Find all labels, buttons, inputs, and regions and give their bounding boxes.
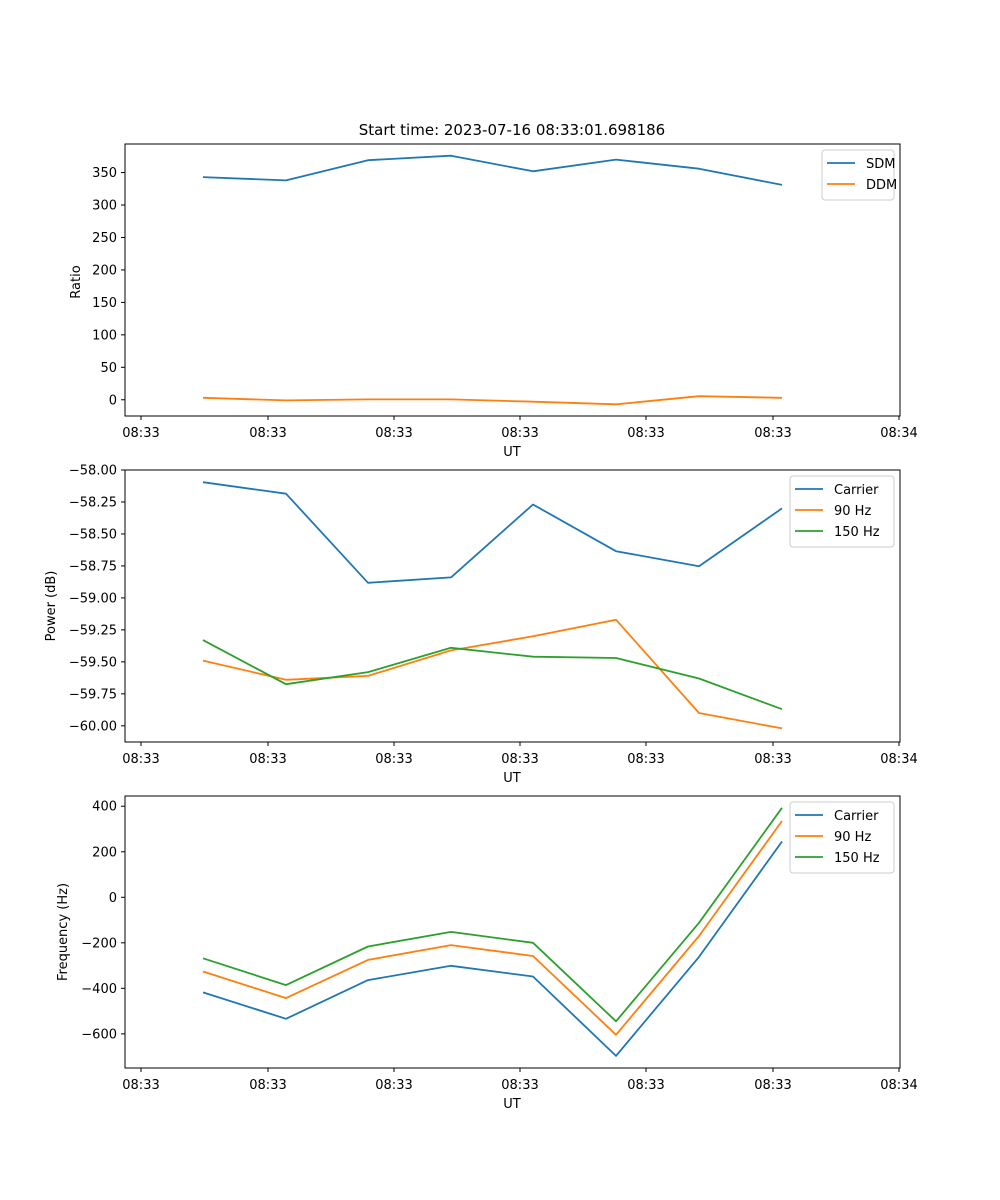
x-tick-label: 08:33 bbox=[122, 426, 159, 441]
axes-frame bbox=[124, 143, 901, 417]
legend-label: 150 Hz bbox=[834, 525, 880, 540]
y-tick-label: −59.50 bbox=[69, 655, 117, 670]
y-tick-label: 0 bbox=[109, 393, 117, 408]
series-line-carrier bbox=[202, 840, 783, 1057]
x-tick-label: 08:33 bbox=[249, 752, 286, 767]
series-line-150-hz bbox=[202, 807, 783, 1023]
y-tick-label: −60.00 bbox=[69, 719, 117, 734]
y-tick-label: 0 bbox=[109, 891, 117, 906]
legend-box bbox=[789, 801, 895, 874]
y-tick-label: −400 bbox=[81, 982, 117, 997]
x-tick-label: 08:34 bbox=[880, 752, 917, 767]
x-tick-label: 08:33 bbox=[122, 752, 159, 767]
x-tick-label: 08:33 bbox=[375, 1078, 412, 1093]
y-tick-label: −58.25 bbox=[69, 495, 117, 510]
x-axis-label: UT bbox=[503, 1097, 521, 1112]
chart-title: Start time: 2023-07-16 08:33:01.698186 bbox=[359, 121, 665, 139]
frequency-panel: UT Frequency (Hz) 08:33 08:33 08:33 08:33 08… bbox=[56, 795, 918, 1112]
x-tick-label: 08:33 bbox=[375, 752, 412, 767]
y-tick-label: −59.75 bbox=[69, 687, 117, 702]
x-tick-label: 08:34 bbox=[880, 426, 917, 441]
x-tick-label: 08:34 bbox=[880, 1078, 917, 1093]
x-tick-label: 08:33 bbox=[627, 752, 664, 767]
y-tick-label: 350 bbox=[92, 166, 117, 181]
y-tick-label: 100 bbox=[92, 328, 117, 343]
series-line-ddm bbox=[202, 395, 783, 406]
series-line-sdm bbox=[202, 154, 783, 186]
x-tick-label: 08:33 bbox=[501, 752, 538, 767]
x-tick-label: 08:33 bbox=[122, 1078, 159, 1093]
legend-label: Carrier bbox=[834, 809, 879, 824]
x-tick-label: 08:33 bbox=[627, 426, 664, 441]
legend-label: DDM bbox=[866, 178, 897, 193]
legend-label: SDM bbox=[866, 157, 895, 172]
y-axis-label: Power (dB) bbox=[44, 571, 59, 642]
axes-frame bbox=[124, 795, 901, 1069]
y-tick-label: 300 bbox=[92, 199, 117, 214]
legend-label: 150 Hz bbox=[834, 851, 880, 866]
x-axis-label: UT bbox=[503, 445, 521, 460]
legend: Carrier 90 Hz 150 Hz bbox=[789, 801, 895, 874]
y-tick-label: −600 bbox=[81, 1027, 117, 1042]
y-tick-label: 250 bbox=[92, 231, 117, 246]
y-tick-label: 150 bbox=[92, 296, 117, 311]
ratio-panel: Start time: 2023-07-16 08:33:01.698186 U… bbox=[69, 121, 918, 460]
y-tick-label: −58.50 bbox=[69, 527, 117, 542]
legend-label: 90 Hz bbox=[834, 830, 871, 845]
axes-frame bbox=[124, 469, 901, 743]
y-tick-label: −58.75 bbox=[69, 559, 117, 574]
y-tick-label: 50 bbox=[100, 361, 117, 376]
x-tick-label: 08:33 bbox=[501, 426, 538, 441]
legend: SDM DDM bbox=[821, 149, 897, 201]
x-tick-label: 08:33 bbox=[249, 426, 286, 441]
series-line-90-hz bbox=[202, 618, 783, 730]
y-tick-label: −59.25 bbox=[69, 623, 117, 638]
y-tick-label: −200 bbox=[81, 936, 117, 951]
legend-label: Carrier bbox=[834, 483, 879, 498]
series-line-carrier bbox=[202, 481, 783, 584]
y-tick-label: −58.00 bbox=[69, 464, 117, 479]
y-axis-label: Frequency (Hz) bbox=[56, 883, 71, 981]
legend-box bbox=[789, 475, 895, 548]
legend-label: 90 Hz bbox=[834, 504, 871, 519]
y-axis-label: Ratio bbox=[69, 265, 84, 298]
x-tick-label: 08:33 bbox=[249, 1078, 286, 1093]
x-tick-label: 08:33 bbox=[375, 426, 412, 441]
x-tick-label: 08:33 bbox=[501, 1078, 538, 1093]
y-tick-label: 200 bbox=[92, 845, 117, 860]
x-tick-label: 08:33 bbox=[754, 752, 791, 767]
x-axis-label: UT bbox=[503, 771, 521, 786]
x-tick-label: 08:33 bbox=[627, 1078, 664, 1093]
x-tick-label: 08:33 bbox=[754, 1078, 791, 1093]
y-tick-label: 400 bbox=[92, 800, 117, 815]
series-line-150-hz bbox=[202, 639, 783, 711]
y-tick-label: −59.00 bbox=[69, 591, 117, 606]
y-tick-label: 200 bbox=[92, 263, 117, 278]
legend: Carrier 90 Hz 150 Hz bbox=[789, 475, 895, 548]
x-tick-label: 08:33 bbox=[754, 426, 791, 441]
power-panel: UT Power (dB) 08:33 08:33 08:33 08:33 08:33 0… bbox=[44, 464, 918, 787]
series-line-90-hz bbox=[202, 820, 783, 1036]
